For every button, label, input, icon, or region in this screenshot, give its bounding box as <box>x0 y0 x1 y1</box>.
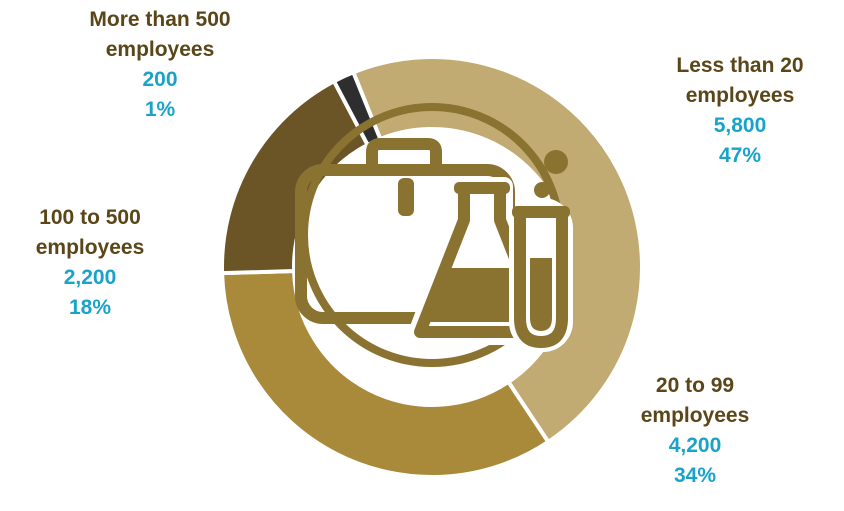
category-label: employees <box>105 38 215 61</box>
percent-label: 47% <box>718 144 762 167</box>
briefcase-flask-test-tube-icon <box>295 103 573 367</box>
percent-label: 1% <box>144 98 176 121</box>
slice-20-to-99 <box>220 268 552 479</box>
donut-slices <box>220 55 644 479</box>
slice-less-than-20 <box>350 55 644 445</box>
category-label: employees <box>685 84 795 107</box>
category-label: 100 to 500 <box>39 206 141 229</box>
label-more-than-500: More than 500 employees 200 1% <box>40 5 280 125</box>
category-label: employees <box>35 236 145 259</box>
label-100-to-500: 100 to 500 employees 2,200 18% <box>0 203 185 323</box>
value-label: 5,800 <box>713 114 767 137</box>
percent-label: 18% <box>68 296 112 319</box>
value-label: 200 <box>142 68 178 91</box>
label-20-to-99: 20 to 99 employees 4,200 34% <box>600 371 790 491</box>
category-label: employees <box>640 404 750 427</box>
value-label: 2,200 <box>63 266 117 289</box>
category-label: Less than 20 <box>676 54 804 77</box>
value-label: 4,200 <box>668 434 722 457</box>
category-label: 20 to 99 <box>655 374 735 397</box>
percent-label: 34% <box>673 464 717 487</box>
category-label: More than 500 <box>89 8 231 31</box>
label-less-than-20: Less than 20 employees 5,800 47% <box>640 51 840 171</box>
